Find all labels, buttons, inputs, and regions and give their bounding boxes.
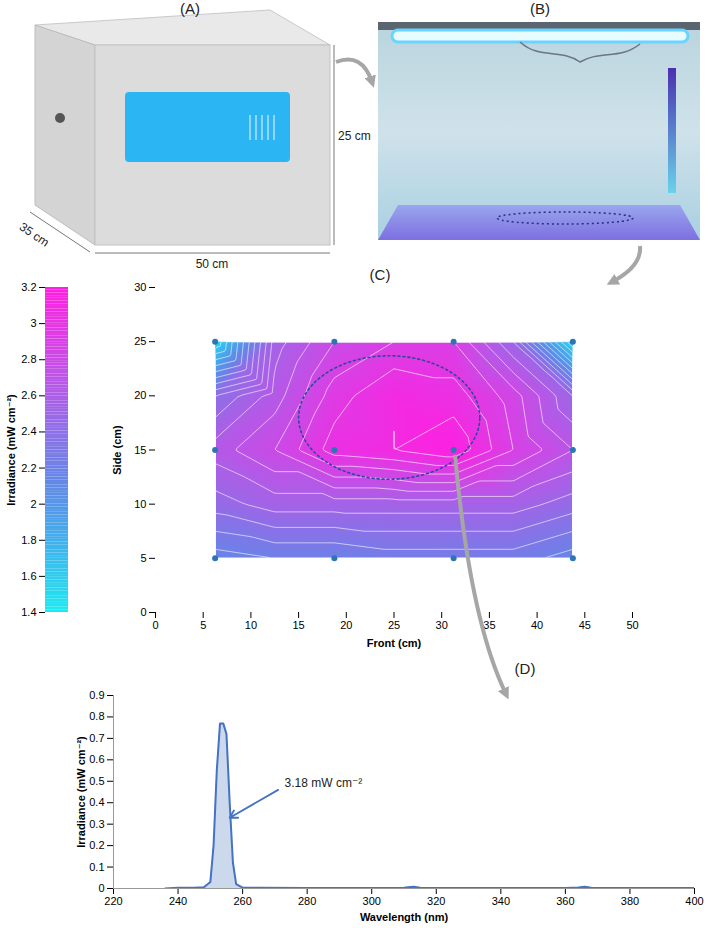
- svg-text:40: 40: [531, 619, 543, 631]
- html-text:(D): (D): [514, 660, 536, 677]
- svg-text:25: 25: [388, 619, 400, 631]
- svg-text:0.8: 0.8: [89, 710, 104, 722]
- svg-text:0.7: 0.7: [89, 732, 104, 744]
- svg-text:10: 10: [245, 619, 257, 631]
- svg-text:1.8: 1.8: [21, 534, 36, 546]
- html-text:(C): (C): [369, 266, 391, 283]
- svg-text:2: 2: [30, 498, 36, 510]
- svg-text:45: 45: [579, 619, 591, 631]
- svg-text:5: 5: [140, 552, 146, 564]
- svg-text:400: 400: [685, 895, 703, 907]
- svg-text:15: 15: [134, 444, 146, 456]
- svg-text:20: 20: [134, 389, 146, 401]
- svg-text:30: 30: [134, 281, 146, 293]
- svg-text:1.4: 1.4: [21, 606, 36, 618]
- svg-text:0.5: 0.5: [89, 775, 104, 787]
- svg-text:25 cm: 25 cm: [338, 129, 371, 143]
- svg-text:0.3: 0.3: [89, 818, 104, 830]
- svg-text:30: 30: [436, 619, 448, 631]
- svg-text:220: 220: [104, 895, 122, 907]
- svg-text:3: 3: [30, 317, 36, 329]
- svg-text:2.2: 2.2: [21, 462, 36, 474]
- svg-text:1.6: 1.6: [21, 570, 36, 582]
- svg-text:0: 0: [98, 882, 104, 894]
- svg-text:0.1: 0.1: [89, 861, 104, 873]
- svg-text:50: 50: [626, 619, 638, 631]
- svg-text:2.8: 2.8: [21, 353, 36, 365]
- svg-text:380: 380: [621, 895, 639, 907]
- svg-text:Side (cm): Side (cm): [111, 425, 123, 475]
- svg-text:2.4: 2.4: [21, 425, 36, 437]
- svg-text:35: 35: [483, 619, 495, 631]
- svg-text:0.9: 0.9: [89, 689, 104, 701]
- svg-text:0: 0: [140, 606, 146, 618]
- svg-text:3.18 mW cm⁻²: 3.18 mW cm⁻²: [285, 776, 363, 790]
- svg-text:280: 280: [298, 895, 316, 907]
- svg-text:Wavelength (nm): Wavelength (nm): [360, 911, 449, 923]
- svg-text:25: 25: [134, 335, 146, 347]
- svg-text:10: 10: [134, 498, 146, 510]
- svg-text:Irradiance (mW cm⁻²): Irradiance (mW cm⁻²): [5, 394, 17, 506]
- svg-text:300: 300: [363, 895, 381, 907]
- svg-text:20: 20: [340, 619, 352, 631]
- svg-text:3.2: 3.2: [21, 281, 36, 293]
- svg-text:0.4: 0.4: [89, 796, 104, 808]
- svg-text:50 cm: 50 cm: [196, 257, 229, 271]
- svg-text:2.6: 2.6: [21, 389, 36, 401]
- svg-text:340: 340: [492, 895, 510, 907]
- svg-text:260: 260: [233, 895, 251, 907]
- svg-text:0.2: 0.2: [89, 839, 104, 851]
- svg-text:Front (cm): Front (cm): [367, 637, 422, 649]
- svg-text:Irradiance (mW cm⁻²): Irradiance (mW cm⁻²): [75, 736, 87, 848]
- svg-text:0: 0: [152, 619, 158, 631]
- svg-text:5: 5: [200, 619, 206, 631]
- svg-text:320: 320: [427, 895, 445, 907]
- svg-text:240: 240: [169, 895, 187, 907]
- svg-text:0.6: 0.6: [89, 753, 104, 765]
- svg-text:360: 360: [556, 895, 574, 907]
- svg-text:(A): (A): [180, 0, 200, 17]
- svg-text:(B): (B): [530, 0, 550, 17]
- svg-text:35 cm: 35 cm: [17, 220, 52, 250]
- svg-text:15: 15: [292, 619, 304, 631]
